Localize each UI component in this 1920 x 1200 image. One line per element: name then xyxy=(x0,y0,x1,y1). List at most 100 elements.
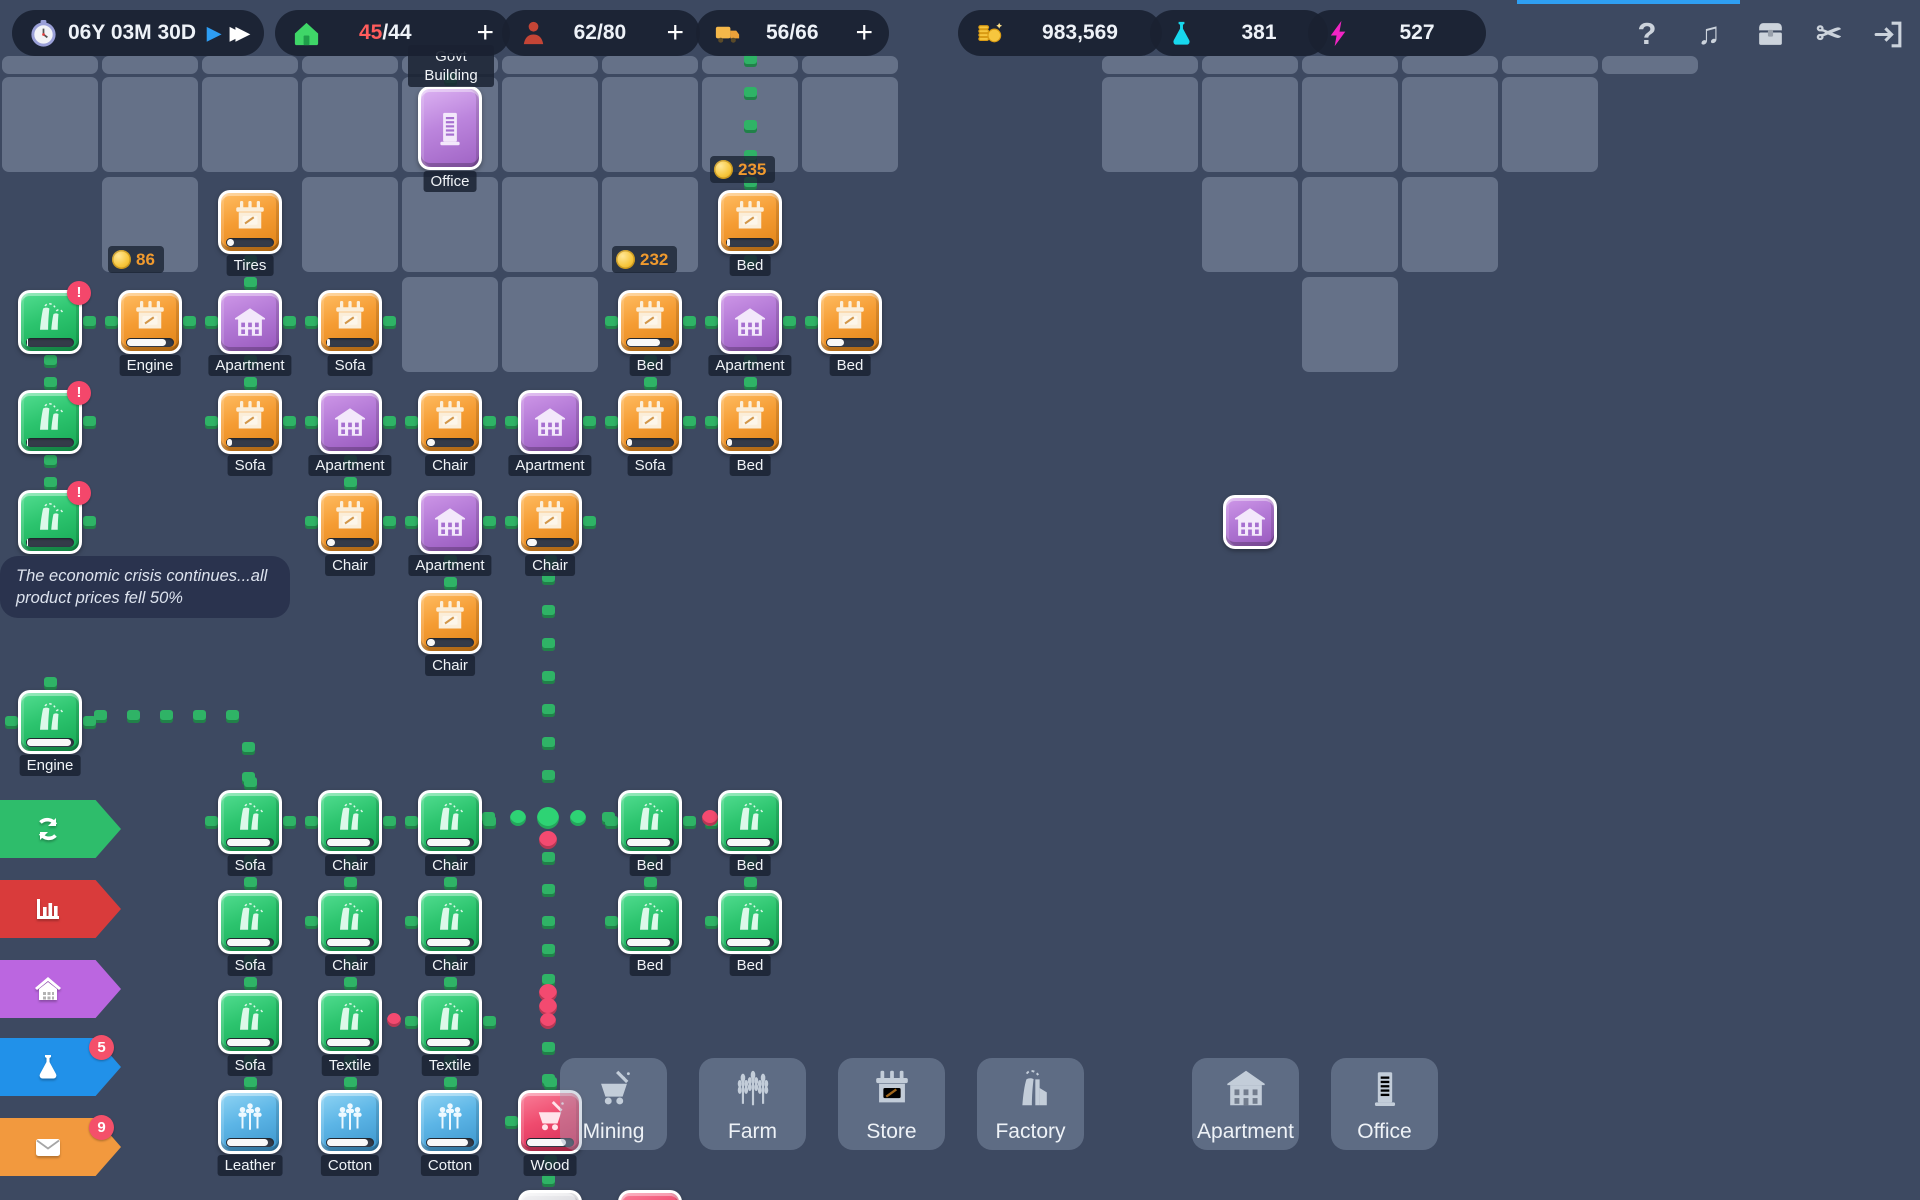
tile-cotton[interactable] xyxy=(418,1090,482,1154)
tile-bed[interactable] xyxy=(718,390,782,454)
coin-badge: 232 xyxy=(612,246,678,273)
grid-cell xyxy=(302,56,398,74)
toolbar-button-label: Mining xyxy=(582,1120,645,1143)
sidebar-statistics-button[interactable] xyxy=(0,880,121,938)
tile-engine[interactable] xyxy=(118,290,182,354)
tile-factory[interactable]: ! xyxy=(18,281,91,354)
add-logistics-button[interactable]: + xyxy=(855,16,873,49)
home-icon xyxy=(35,977,61,1000)
tile-apartment[interactable] xyxy=(718,290,782,354)
tile-sofa[interactable] xyxy=(318,290,382,354)
tile-chair[interactable] xyxy=(518,490,582,554)
tile-office[interactable] xyxy=(418,86,482,170)
tile-chair[interactable] xyxy=(418,590,482,654)
tile-chair[interactable] xyxy=(318,790,382,854)
fast-forward-button[interactable]: ▶▶ xyxy=(229,22,250,43)
tile-label: Cotton xyxy=(420,1155,480,1176)
tile-textile[interactable] xyxy=(418,990,482,1054)
tile-label: Bed xyxy=(729,255,771,276)
sidebar-housing-button[interactable] xyxy=(0,960,121,1018)
tile-leather[interactable] xyxy=(218,1090,282,1154)
toolbar-office-button[interactable]: Office xyxy=(1331,1058,1438,1150)
tile-bed[interactable] xyxy=(618,290,682,354)
tile-sofa[interactable] xyxy=(218,990,282,1054)
tile-tires[interactable] xyxy=(218,190,282,254)
tile-progress-bar xyxy=(26,438,74,447)
energy-pill[interactable]: 527 xyxy=(1308,10,1486,56)
toolbar-apartment-button[interactable]: Apartment xyxy=(1192,1058,1299,1150)
factory-icon xyxy=(1021,1070,1047,1106)
toolbar-farm-button[interactable]: Farm xyxy=(699,1058,806,1150)
connection-port xyxy=(505,416,518,429)
connection-port xyxy=(744,877,757,890)
tile-chair[interactable] xyxy=(318,490,382,554)
research-pill[interactable]: 381 xyxy=(1150,10,1328,56)
tile-cotton[interactable] xyxy=(318,1090,382,1154)
tile-apartment[interactable] xyxy=(318,390,382,454)
connection-port xyxy=(444,977,457,990)
tile-sofa[interactable] xyxy=(218,890,282,954)
treasure-button[interactable] xyxy=(1748,12,1792,56)
grid-cell xyxy=(402,277,498,372)
tile-silver[interactable] xyxy=(518,1190,582,1200)
flow-dot xyxy=(744,54,757,67)
tile-apartment[interactable] xyxy=(1223,495,1277,549)
flow-dot xyxy=(226,710,239,723)
help-button[interactable]: ? xyxy=(1637,16,1657,51)
tile-sofa[interactable] xyxy=(618,390,682,454)
money-pill[interactable]: 983,569 xyxy=(958,10,1162,56)
factory-icon xyxy=(240,803,264,830)
exit-button[interactable] xyxy=(1866,12,1910,56)
toolbar-factory-button[interactable]: Factory xyxy=(977,1058,1084,1150)
tile-bed[interactable] xyxy=(618,790,682,854)
tile-bed[interactable] xyxy=(718,190,782,254)
tile-wood[interactable] xyxy=(518,1090,582,1154)
tile-chair[interactable] xyxy=(318,890,382,954)
grid-cell xyxy=(2,56,98,74)
connection-port xyxy=(305,516,318,529)
flow-dot xyxy=(160,710,173,723)
housing-pill[interactable]: 45/44 + xyxy=(275,10,510,56)
tile-progress-bar xyxy=(426,638,474,647)
add-housing-button[interactable]: + xyxy=(476,16,494,49)
tile-textile[interactable] xyxy=(318,990,382,1054)
connection-port xyxy=(705,316,718,329)
logistics-pill[interactable]: 56/66 + xyxy=(696,10,889,56)
tile-bed[interactable] xyxy=(618,890,682,954)
grid-cell xyxy=(302,77,398,172)
tile-chair[interactable] xyxy=(418,390,482,454)
toolbar-mining-button[interactable]: Mining xyxy=(560,1058,667,1150)
tile-engine[interactable] xyxy=(18,690,82,754)
grid-cell xyxy=(102,77,198,172)
tile-bed[interactable] xyxy=(718,890,782,954)
tile-mine[interactable] xyxy=(618,1190,682,1200)
tile-factory[interactable]: ! xyxy=(18,481,91,554)
tile-sofa[interactable] xyxy=(218,390,282,454)
tile-apartment[interactable] xyxy=(218,290,282,354)
add-population-button[interactable]: + xyxy=(666,16,684,49)
tile-bed[interactable] xyxy=(818,290,882,354)
tile-progress-bar xyxy=(726,938,774,947)
grid-cell xyxy=(1502,77,1598,172)
cut-button[interactable]: ✂ xyxy=(1816,16,1842,51)
sidebar-messages-button[interactable] xyxy=(0,1118,121,1176)
music-button[interactable]: ♫ xyxy=(1697,16,1721,51)
play-button[interactable]: ▶ xyxy=(207,22,221,43)
tile-bed[interactable] xyxy=(718,790,782,854)
connection-port xyxy=(405,516,418,529)
tile-apartment[interactable] xyxy=(418,490,482,554)
time-pill[interactable]: 06Y 03M 30D ▶ ▶▶ xyxy=(12,10,264,56)
store-icon xyxy=(536,501,564,529)
population-pill[interactable]: 62/80 + xyxy=(502,10,700,56)
toolbar-store-button[interactable]: Store xyxy=(838,1058,945,1150)
tile-sofa[interactable] xyxy=(218,790,282,854)
tile-apartment[interactable] xyxy=(518,390,582,454)
factory-icon xyxy=(340,1003,364,1030)
tile-progress-bar xyxy=(426,1038,474,1047)
farm-icon xyxy=(737,1070,768,1106)
tile-chair[interactable] xyxy=(418,890,482,954)
tile-chair[interactable] xyxy=(418,790,482,854)
grid-cell xyxy=(1102,56,1198,74)
tile-factory[interactable]: ! xyxy=(18,381,91,454)
sidebar-production-button[interactable] xyxy=(0,800,121,858)
